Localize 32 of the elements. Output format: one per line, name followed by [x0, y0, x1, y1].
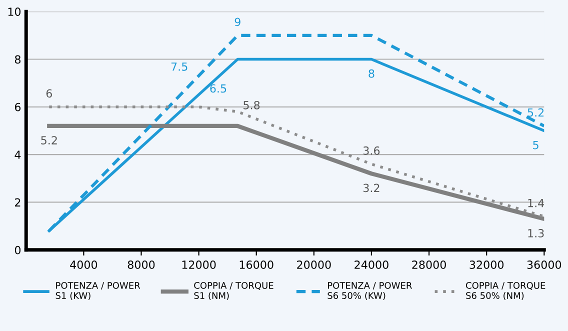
- legend-label: COPPIA / TORQUE S1 (NM): [194, 282, 274, 300]
- y-tick-label: 8: [14, 55, 21, 64]
- x-tick-label: 12000: [182, 260, 216, 269]
- y-tick-label: 2: [15, 198, 20, 206]
- annotation: 6.5: [210, 84, 226, 93]
- x-tick-label: 16000: [240, 260, 274, 269]
- data-label: 9: [234, 18, 240, 26]
- data-label: 3.6: [363, 146, 380, 155]
- data-label: 8: [368, 69, 374, 78]
- y-tick-label: 10: [8, 8, 21, 16]
- data-label: 3.2: [363, 184, 380, 192]
- data-label: 5.8: [244, 100, 260, 110]
- legend-label: POTENZA / POWER S6 50% (KW): [328, 282, 412, 300]
- x-tick-label: 4000: [70, 260, 98, 269]
- x-tick-label: 24000: [354, 260, 388, 269]
- data-label: 1.4: [528, 199, 544, 208]
- x-tick-label: 20000: [297, 260, 331, 269]
- data-label: 1.3: [528, 229, 544, 238]
- annotation: 7.5: [171, 62, 188, 71]
- x-tick-label: 32000: [470, 260, 504, 269]
- data-label: 6: [46, 89, 52, 98]
- y-tick-label: 6: [14, 102, 21, 112]
- data-label: 5.2: [41, 136, 57, 144]
- x-tick-label: 36000: [527, 260, 562, 269]
- legend-label: COPPIA / TORQUE S6 50% (NM): [466, 282, 546, 300]
- legend-label: POTENZA / POWER S1 (KW): [56, 282, 140, 300]
- data-label: 5: [533, 140, 538, 150]
- y-tick-label: 4: [14, 150, 21, 159]
- data-label: 5.2: [528, 108, 544, 117]
- x-tick-label: 28000: [412, 260, 446, 269]
- x-tick-label: 8000: [128, 260, 155, 269]
- y-tick-label: 0: [14, 246, 21, 254]
